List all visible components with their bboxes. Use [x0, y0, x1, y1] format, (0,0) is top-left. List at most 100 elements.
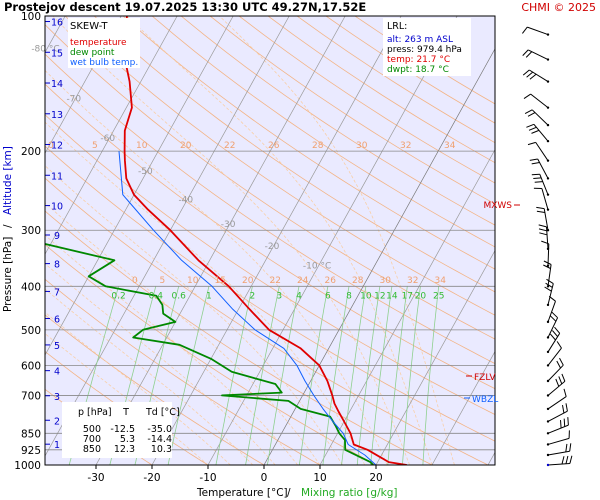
- wind-barb: [522, 49, 550, 61]
- y-axis-label-altitude: Altitude [km]: [2, 146, 14, 215]
- mixing-ratio-label: 3: [276, 291, 282, 301]
- dewpoint-series: [45, 243, 374, 465]
- levels-cell: -12.5: [110, 424, 135, 435]
- altitude-tick-label: 11: [51, 171, 63, 182]
- levels-cell: -35.0: [147, 424, 172, 435]
- adiabat-label: 10: [187, 276, 199, 286]
- mixing-ratio-label: 0.4: [149, 291, 164, 301]
- adiabat-label: 0: [132, 276, 138, 286]
- altitude-tick-label: 1: [54, 440, 60, 451]
- legend-heading: SKEW-T: [70, 21, 108, 32]
- y-axis-label: Pressure [hPa]: [2, 237, 14, 312]
- isotherm: [431, 350, 495, 465]
- lrl-temperature: temp: 21.7 °C: [387, 55, 450, 65]
- x-axis-label: Temperature [°C]: [196, 487, 288, 499]
- mixing-ratio-label: 2: [250, 291, 256, 301]
- levels-header-p: p [hPa]: [78, 407, 112, 418]
- legend-temperature: temperature: [70, 38, 127, 48]
- altitude-tick-label: 10: [51, 202, 63, 213]
- lrl-box: [383, 18, 471, 76]
- adiabat-label: 20: [242, 276, 254, 286]
- wind-barb: [546, 341, 562, 367]
- levels-header-t: T: [122, 407, 129, 418]
- levels-header-td: Td [°C]: [145, 407, 180, 418]
- wind-barb: [527, 141, 550, 162]
- altitude-tick-label: 3: [54, 392, 60, 403]
- pressure-tick-label: 200: [21, 146, 41, 158]
- altitude-tick-label: 12: [51, 141, 63, 152]
- adiabat-label: 30: [356, 141, 368, 151]
- wind-barb: [526, 123, 550, 143]
- isotherm: [375, 249, 495, 465]
- dry-adiabat: [122, 16, 495, 270]
- isotherm: [151, 16, 402, 465]
- wind-barb: [546, 443, 572, 457]
- wind-barb: [546, 403, 568, 423]
- moist-adiabat: [45, 202, 321, 465]
- legend-wet-bulb: wet bulb temp.: [70, 58, 138, 68]
- pressure-tick-label: 500: [21, 325, 41, 337]
- pressure-tick-label: 1000: [14, 460, 41, 472]
- plot-frame: [44, 15, 496, 466]
- wind-barb: [546, 311, 559, 339]
- adiabat-label: 5: [92, 141, 98, 151]
- levels-cell: 700: [83, 434, 101, 445]
- altitude-tick-label: 7: [54, 287, 60, 298]
- adiabat-label: 22: [270, 276, 281, 286]
- isotherm-label: -30: [221, 220, 236, 230]
- mixing-ratio-label: 0.6: [172, 291, 187, 301]
- mixing-ratio-label: 25: [433, 291, 444, 301]
- grid-labels: 0.2 0.4 0.6 1 2 3 4 6 8 10 12 14 17 20 250 5 10 20 22 26 28 3…: [31, 45, 455, 302]
- wind-barb: [524, 109, 550, 127]
- dry-adiabat: [180, 16, 495, 226]
- wetbulb-series: [118, 151, 377, 465]
- adiabat-label: 24: [297, 276, 309, 286]
- legend-box: [68, 18, 140, 68]
- wind-barb: [546, 417, 569, 435]
- wind-barb: [546, 357, 564, 383]
- temperature-tick-label: -20: [143, 472, 160, 484]
- wind-barb: [544, 278, 554, 307]
- x-axis-label-mixing: Mixing ratio [g/kg]: [301, 487, 397, 499]
- dry-adiabat: [209, 16, 495, 205]
- adiabat-label: 32: [400, 141, 411, 151]
- levels-cell: 850: [83, 444, 101, 455]
- wind-barb: [536, 206, 550, 232]
- altitude-tick-label: 4: [54, 367, 60, 378]
- moist-adiabat: [45, 263, 276, 465]
- levels-cell: -14.4: [147, 434, 172, 445]
- mixing-ratio-label: 1: [206, 291, 212, 301]
- wind-barb: [546, 295, 556, 324]
- mixing-ratio-label: 10: [360, 291, 372, 301]
- pressure-tick-label: 925: [21, 445, 41, 457]
- isotherm: [95, 16, 346, 465]
- pressure-tick-label: 300: [21, 225, 41, 237]
- mixing-ratio-label: 6: [325, 291, 331, 301]
- wind-barb: [531, 173, 550, 196]
- wind-barb: [523, 93, 550, 109]
- temperature-tick-label: -30: [87, 472, 104, 484]
- adiabat-label: 22: [224, 141, 235, 151]
- adiabat-label: 15: [215, 276, 226, 286]
- isotherm-label: -40: [178, 195, 193, 205]
- wbzl-marker: WBZL: [472, 395, 498, 405]
- levels-cell: 12.3: [114, 444, 135, 455]
- mixing-ratio-label: 17: [402, 291, 413, 301]
- y-axis-title: Pressure [hPa] / Altitude [km]: [2, 146, 14, 312]
- lrl-altitude: alt: 263 m ASL: [387, 35, 453, 45]
- wind-barb: [546, 430, 570, 446]
- adiabat-label: 10: [136, 141, 148, 151]
- isotherm: [45, 16, 178, 255]
- levels-table-box: [62, 402, 172, 458]
- altitude-tick-label: 14: [51, 79, 63, 90]
- moist-adiabat: [45, 333, 209, 465]
- lrl-heading: LRL:: [387, 21, 407, 32]
- wind-barb: [522, 69, 550, 83]
- adiabat-label: 28: [312, 141, 324, 151]
- mixing-ratio-label: 0.2: [111, 291, 125, 301]
- dry-adiabat: [45, 24, 495, 340]
- isotherm-label: -60: [100, 134, 115, 144]
- wind-barb: [541, 240, 550, 267]
- adiabat-label: 34: [444, 141, 456, 151]
- chart-grid: [45, 16, 495, 465]
